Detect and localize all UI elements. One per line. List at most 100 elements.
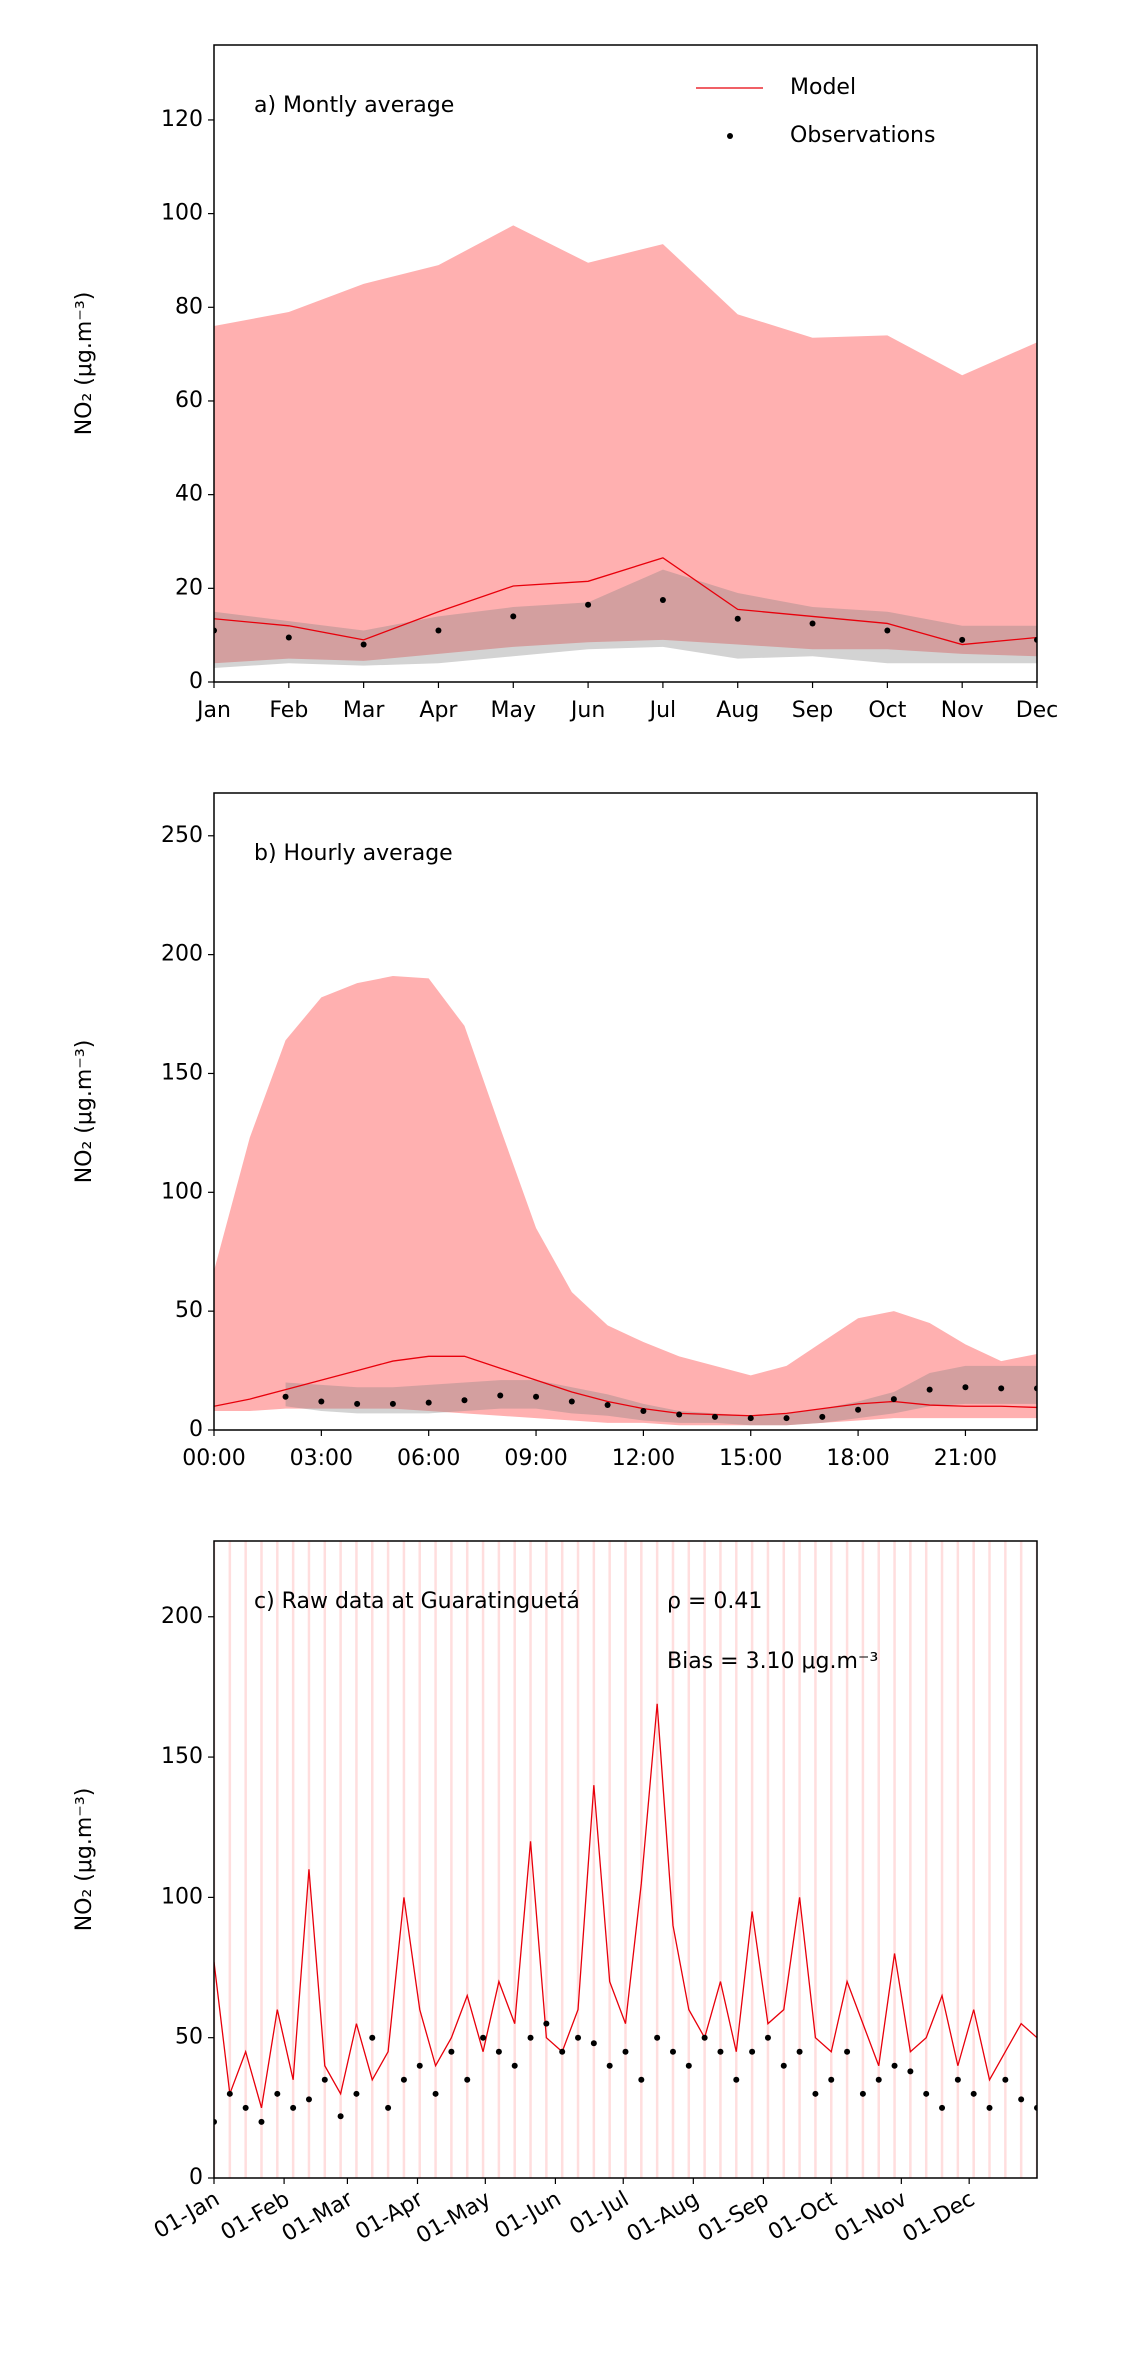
plot-area — [214, 976, 1037, 1426]
observation-dot — [717, 2048, 724, 2055]
observation-dot — [812, 2090, 819, 2097]
x-tick-label: Jan — [195, 698, 231, 723]
y-tick-label: 200 — [161, 942, 203, 967]
x-tick-label: 01-Feb — [217, 2187, 294, 2246]
y-tick-label: 100 — [161, 1884, 203, 1909]
observation-dot — [290, 2104, 297, 2111]
observation-dot — [425, 1399, 432, 1406]
observation-dot — [959, 636, 966, 643]
observation-dot — [734, 615, 741, 622]
panel-title: b) Hourly average — [254, 841, 453, 866]
observation-dot — [568, 1398, 575, 1405]
x-tick-label: 09:00 — [504, 1446, 567, 1471]
observation-dot — [533, 1393, 540, 1400]
panel-title: c) Raw data at Guaratinguetá — [254, 1589, 580, 1614]
observation-dot — [543, 2020, 550, 2027]
legend-dot — [727, 133, 733, 139]
x-tick-label: 06:00 — [397, 1446, 460, 1471]
observation-dot — [282, 1393, 289, 1400]
observation-dot — [809, 620, 816, 627]
observation-dot — [435, 627, 442, 634]
y-tick-label: 40 — [175, 482, 203, 507]
observation-dot — [733, 2076, 740, 2083]
x-tick-label: 00:00 — [182, 1446, 245, 1471]
observation-dot — [622, 2048, 629, 2055]
observation-dot — [575, 2034, 582, 2041]
observation-dot — [828, 2076, 835, 2083]
observation-dot — [321, 2076, 328, 2083]
observation-dot — [819, 1413, 826, 1420]
x-tick-label: 01-Jul — [566, 2187, 634, 2241]
observation-dot — [242, 2104, 249, 2111]
observation-dot — [875, 2076, 882, 2083]
observation-dot — [796, 2048, 803, 2055]
x-tick-label: 21:00 — [934, 1446, 997, 1471]
y-tick-label: 150 — [161, 1060, 203, 1085]
panel-title: a) Montly average — [254, 93, 454, 118]
y-tick-label: 50 — [175, 2025, 203, 2050]
y-tick-label: 0 — [189, 669, 203, 694]
range-band — [285, 1365, 1037, 1426]
plot-area — [214, 1541, 1037, 2178]
observation-dot — [764, 2034, 771, 2041]
observation-dot — [590, 2040, 597, 2047]
observation-dot — [606, 2062, 613, 2069]
observation-dot — [559, 2048, 566, 2055]
observation-dot — [226, 2090, 233, 2097]
x-tick-label: 03:00 — [290, 1446, 353, 1471]
y-tick-label: 60 — [175, 388, 203, 413]
observation-dot — [461, 1397, 468, 1404]
observation-dot — [701, 2034, 708, 2041]
observation-dot — [749, 2048, 756, 2055]
observation-dot — [711, 1413, 718, 1420]
observation-dot — [416, 2062, 423, 2069]
observation-dot — [884, 627, 891, 634]
x-tick-label: 01-Mar — [278, 2186, 358, 2247]
observation-dot — [258, 2118, 265, 2125]
x-tick-label: Oct — [868, 698, 906, 723]
y-tick-label: 20 — [175, 575, 203, 600]
x-tick-label: Jul — [648, 698, 677, 723]
range-band — [214, 976, 1037, 1426]
observation-dot — [353, 2090, 360, 2097]
y-tick-label: 0 — [189, 2165, 203, 2190]
observation-dot — [970, 2090, 977, 2097]
observation-dot — [907, 2068, 914, 2075]
x-tick-label: Sep — [792, 698, 833, 723]
observation-dot — [337, 2113, 344, 2120]
observation-dot — [659, 597, 666, 604]
x-tick-label: 01-Aug — [623, 2187, 703, 2248]
y-axis-label: NO₂ (μg.m⁻³) — [72, 1788, 97, 1932]
observation-dot — [389, 1400, 396, 1407]
x-tick-label: 01-Nov — [831, 2187, 912, 2248]
observation-dot — [780, 2062, 787, 2069]
observation-dot — [400, 2076, 407, 2083]
observation-dot — [939, 2104, 946, 2111]
observation-dot — [891, 2062, 898, 2069]
observation-dot — [685, 2062, 692, 2069]
observation-dot — [305, 2096, 312, 2103]
y-tick-label: 200 — [161, 1604, 203, 1629]
range-band — [214, 569, 1037, 668]
observation-dot — [986, 2104, 993, 2111]
observation-dot — [274, 2090, 281, 2097]
observation-dot — [510, 613, 517, 620]
x-tick-label: 12:00 — [612, 1446, 675, 1471]
x-tick-label: Aug — [716, 698, 759, 723]
observation-dot — [604, 1402, 611, 1409]
model-line — [214, 1355, 1037, 1417]
y-axis-label: NO₂ (μg.m⁻³) — [72, 1040, 97, 1184]
range-band — [214, 225, 1037, 664]
x-tick-label: Jun — [569, 698, 605, 723]
observation-dot — [354, 1400, 361, 1407]
observation-dot — [669, 2048, 676, 2055]
observation-dot — [923, 2090, 930, 2097]
legend-label: Observations — [790, 123, 935, 148]
y-tick-label: 80 — [175, 294, 203, 319]
observation-dot — [855, 1406, 862, 1413]
x-tick-label: 15:00 — [719, 1446, 782, 1471]
y-axis-label: NO₂ (μg.m⁻³) — [72, 292, 97, 436]
observation-dot — [585, 601, 592, 608]
y-tick-label: 0 — [189, 1417, 203, 1442]
x-tick-label: 01-Sep — [694, 2187, 774, 2247]
